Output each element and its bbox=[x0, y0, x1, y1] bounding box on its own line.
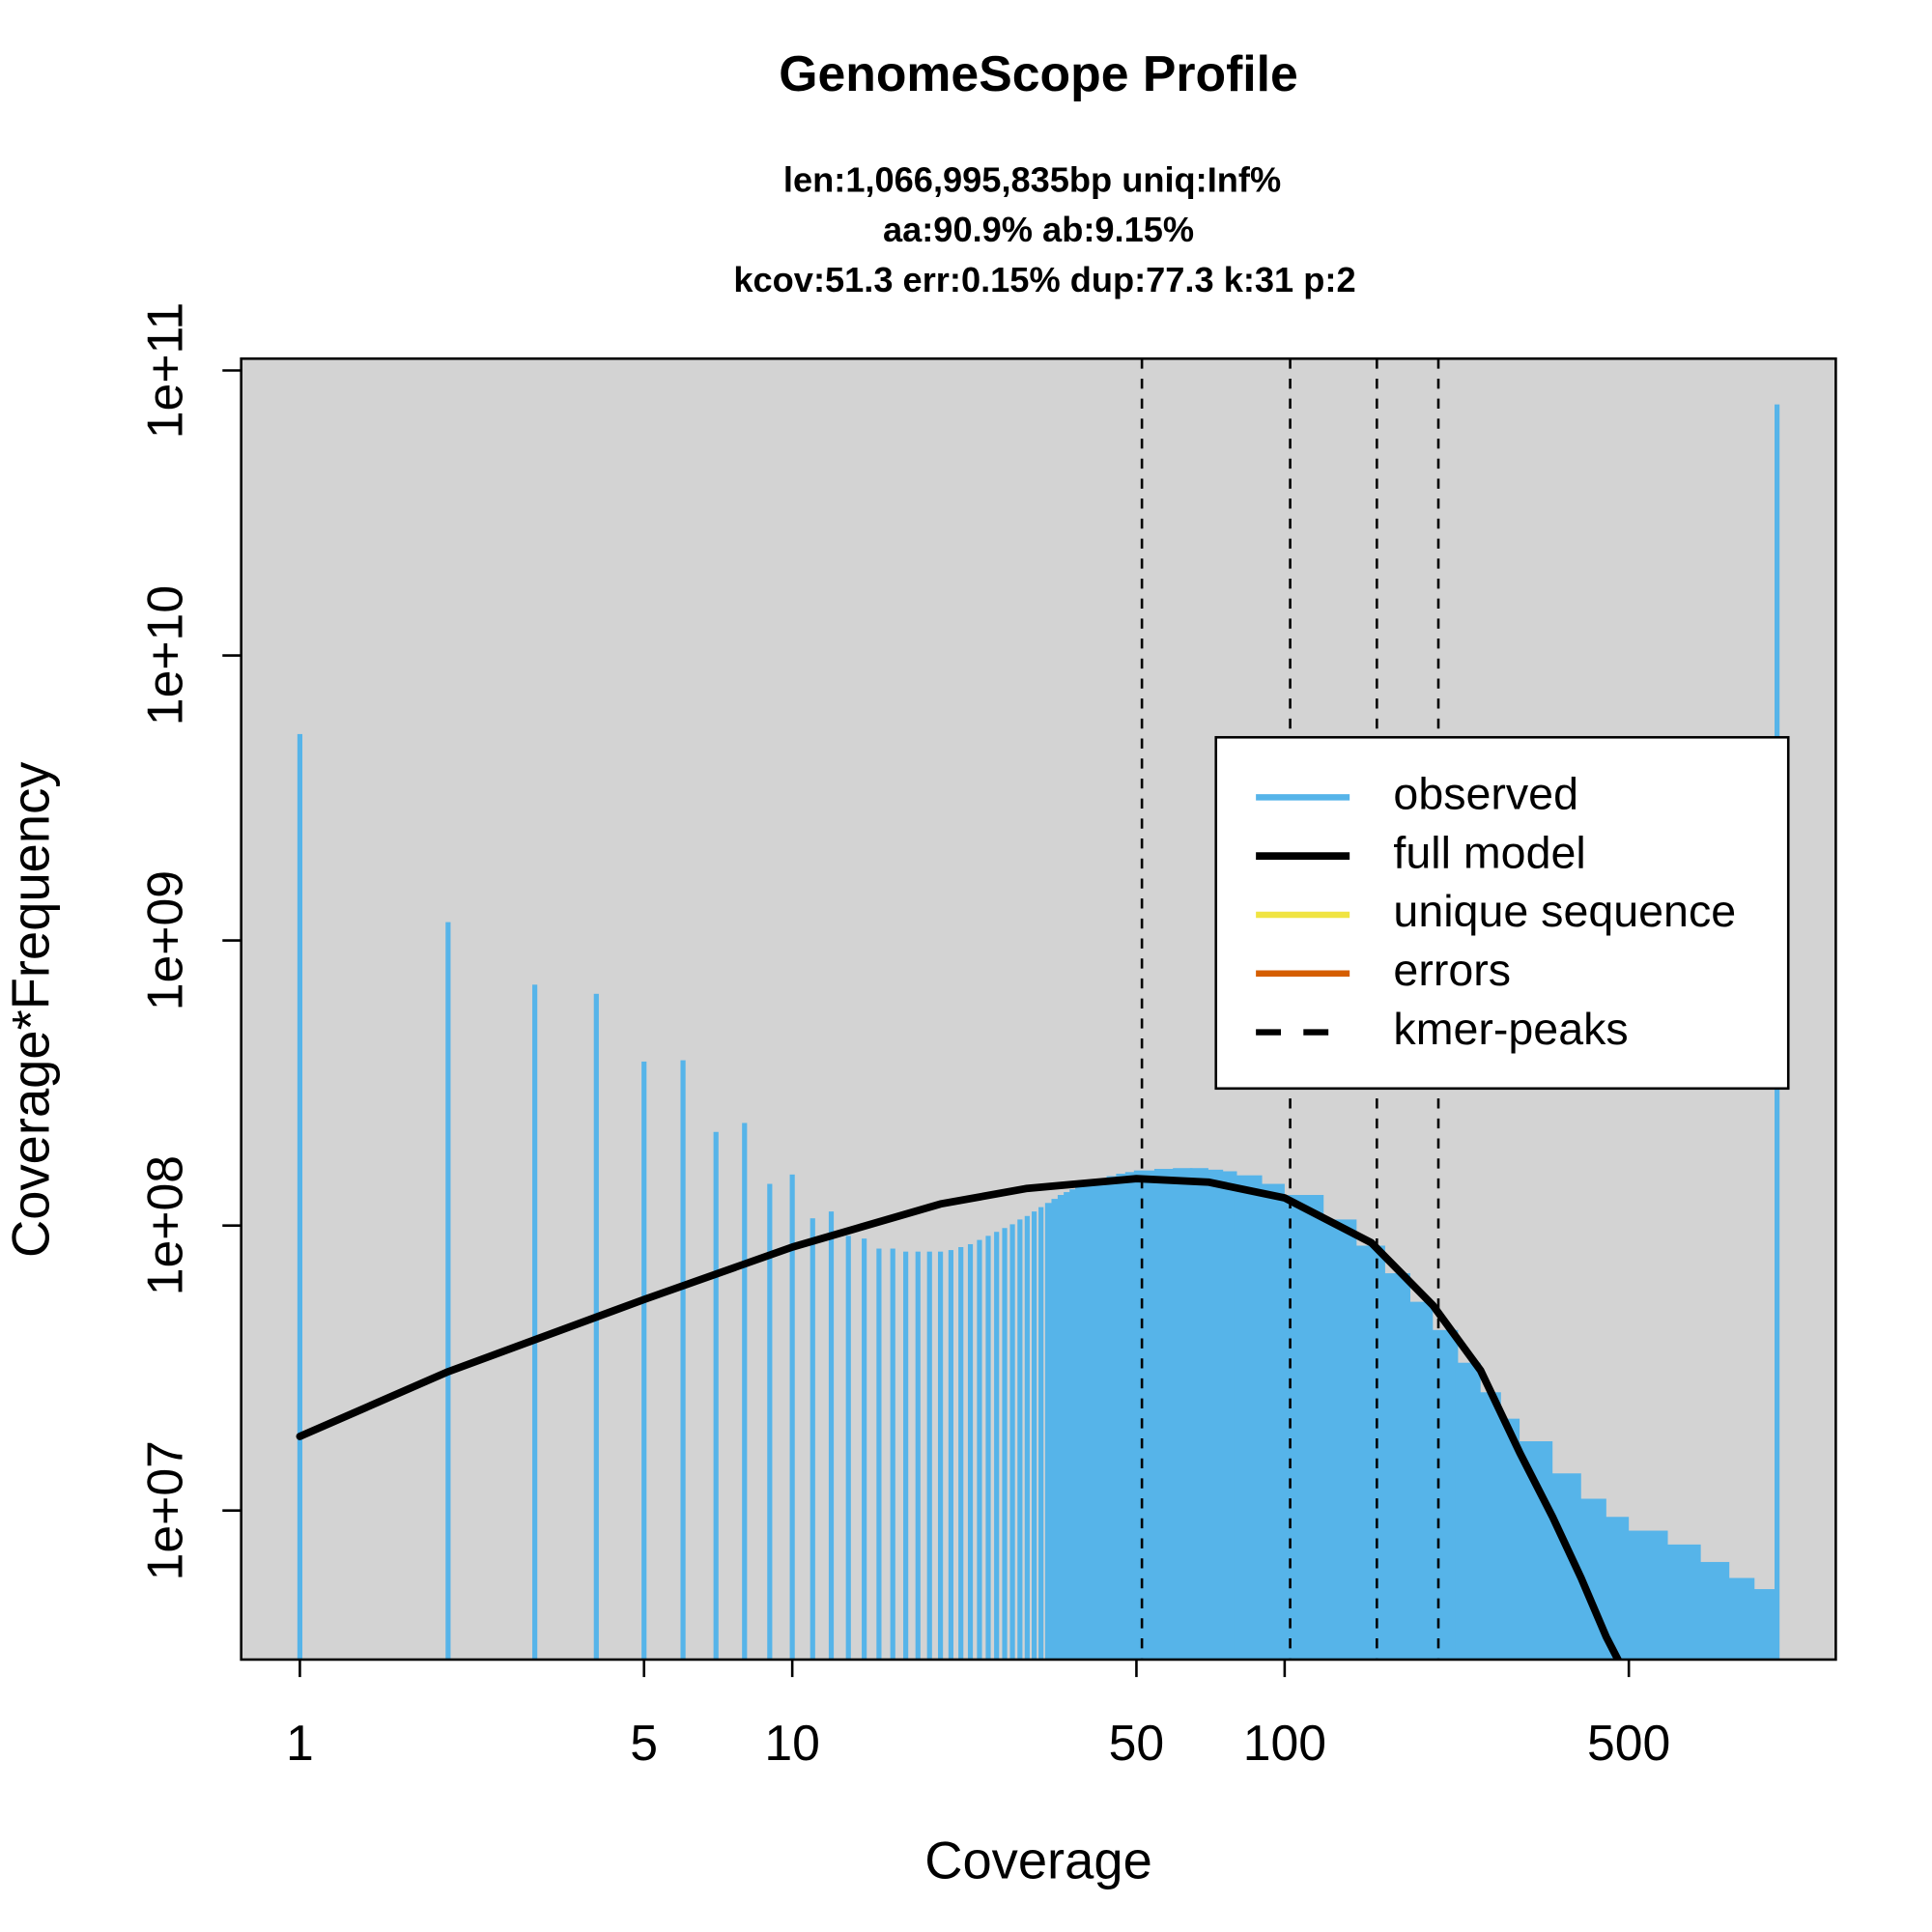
bar bbox=[1153, 1169, 1176, 1660]
y-tick-label: 1e+11 bbox=[136, 302, 192, 439]
bar bbox=[1259, 1183, 1285, 1660]
bar bbox=[1075, 1186, 1084, 1660]
bar bbox=[1017, 1219, 1023, 1660]
bar bbox=[1064, 1192, 1072, 1660]
bar bbox=[1002, 1228, 1008, 1660]
bar bbox=[1498, 1418, 1520, 1660]
bar bbox=[1024, 1215, 1030, 1660]
bar bbox=[1353, 1245, 1385, 1660]
legend-label: full model bbox=[1393, 827, 1585, 877]
x-tick-label: 500 bbox=[1587, 1715, 1670, 1771]
bar bbox=[1626, 1530, 1668, 1660]
bar bbox=[967, 1243, 974, 1660]
bar bbox=[1051, 1199, 1061, 1660]
bar bbox=[767, 1183, 773, 1660]
bar bbox=[1382, 1273, 1410, 1660]
bar bbox=[926, 1251, 932, 1660]
bar bbox=[890, 1248, 895, 1660]
bar bbox=[994, 1232, 1000, 1660]
bar bbox=[1282, 1195, 1324, 1660]
bar bbox=[1069, 1189, 1078, 1660]
bar bbox=[903, 1251, 909, 1660]
bar bbox=[742, 1122, 748, 1660]
bar bbox=[1407, 1301, 1434, 1660]
chart-title: GenomeScope Profile bbox=[779, 45, 1298, 101]
chart-subtitle: kcov:51.3 err:0.15% dup:77.3 k:31 p:2 bbox=[733, 260, 1355, 299]
bar bbox=[445, 922, 451, 1660]
bar bbox=[938, 1251, 944, 1660]
bar bbox=[915, 1251, 921, 1660]
bar bbox=[977, 1239, 982, 1660]
bar bbox=[593, 993, 599, 1660]
legend-label: errors bbox=[1393, 945, 1511, 995]
bar bbox=[810, 1218, 815, 1660]
bar bbox=[641, 1061, 647, 1660]
bar bbox=[1116, 1173, 1128, 1660]
bar bbox=[789, 1174, 795, 1660]
bar bbox=[1220, 1171, 1237, 1660]
bar bbox=[845, 1236, 851, 1660]
legend-label: kmer-peaks bbox=[1393, 1004, 1628, 1054]
bar bbox=[1086, 1181, 1099, 1660]
axes: 1 5 10 50 100 500 1e+07 1e+08 1e+09 1e+10 1e+11 bbox=[136, 302, 1670, 1771]
bar bbox=[1234, 1175, 1263, 1660]
bar bbox=[1751, 1589, 1776, 1660]
bar bbox=[876, 1248, 882, 1660]
bar bbox=[297, 733, 303, 1660]
bar bbox=[1009, 1224, 1015, 1660]
bar bbox=[985, 1236, 991, 1660]
chart-subtitle: len:1,066,995,835bp uniq:Inf% bbox=[783, 159, 1281, 199]
bar bbox=[713, 1131, 719, 1660]
x-tick-label: 1 bbox=[286, 1715, 314, 1771]
bar bbox=[1038, 1207, 1044, 1660]
bar bbox=[862, 1238, 867, 1660]
y-axis-label: Coverage*Frequency bbox=[2, 761, 61, 1258]
x-tick-label: 5 bbox=[630, 1715, 658, 1771]
chart-subtitle: aa:90.9% ab:9.15% bbox=[883, 210, 1194, 249]
y-tick-label: 1e+07 bbox=[136, 1440, 192, 1580]
bar bbox=[1430, 1329, 1459, 1660]
plot-area bbox=[296, 358, 1780, 1660]
bar bbox=[1189, 1168, 1208, 1660]
legend: observed full model unique sequence errors k… bbox=[1214, 735, 1790, 1091]
bar bbox=[1124, 1172, 1137, 1660]
bar bbox=[958, 1246, 964, 1660]
model-line bbox=[296, 1175, 1623, 1660]
bar bbox=[1133, 1170, 1157, 1660]
bar bbox=[1044, 1203, 1055, 1660]
bar bbox=[1080, 1183, 1090, 1660]
x-tick-label: 10 bbox=[764, 1715, 820, 1771]
bar bbox=[1173, 1168, 1193, 1660]
legend-label: observed bbox=[1393, 769, 1578, 819]
legend-label: unique sequence bbox=[1393, 886, 1736, 936]
x-tick-label: 100 bbox=[1243, 1715, 1326, 1771]
x-axis-label: Coverage bbox=[924, 1832, 1152, 1890]
y-tick-label: 1e+08 bbox=[136, 1155, 192, 1295]
bar bbox=[948, 1250, 953, 1660]
bar bbox=[1478, 1392, 1501, 1660]
bar bbox=[1032, 1211, 1037, 1660]
bar bbox=[828, 1211, 835, 1660]
bar bbox=[1321, 1219, 1357, 1660]
bar bbox=[1698, 1561, 1730, 1660]
y-tick-label: 1e+10 bbox=[136, 585, 192, 725]
bar bbox=[1106, 1176, 1119, 1660]
bar bbox=[1726, 1577, 1755, 1660]
bar bbox=[1057, 1195, 1066, 1660]
bar bbox=[532, 984, 538, 1660]
bar bbox=[1096, 1179, 1110, 1660]
x-tick-label: 50 bbox=[1109, 1715, 1165, 1771]
bar bbox=[1664, 1544, 1701, 1660]
plot-frame bbox=[240, 356, 1837, 1662]
bar bbox=[680, 1060, 686, 1660]
y-tick-label: 1e+09 bbox=[136, 870, 192, 1010]
bar bbox=[1455, 1362, 1481, 1660]
bar bbox=[1206, 1169, 1224, 1660]
